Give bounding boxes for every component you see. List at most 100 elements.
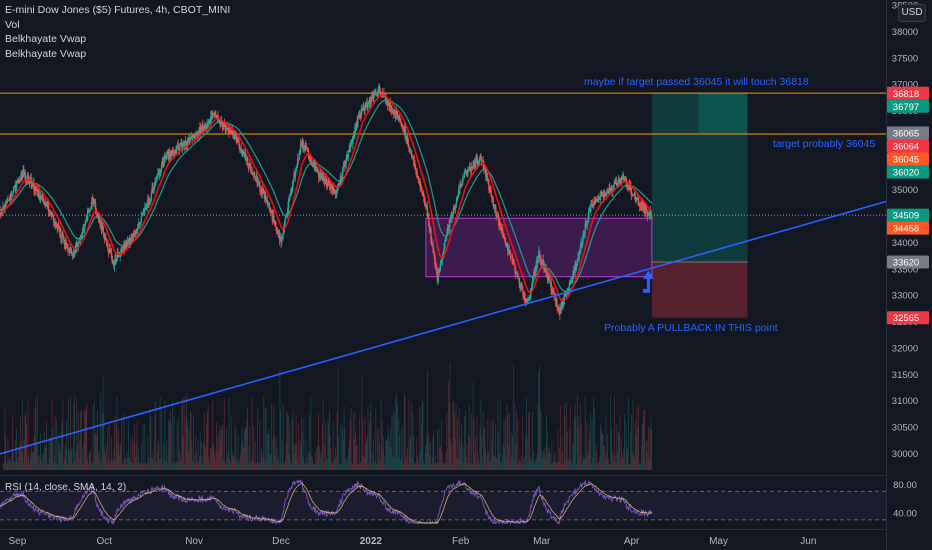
rsi-sma-line[interactable] <box>0 482 653 524</box>
candle-body <box>197 135 200 136</box>
volume-bar <box>101 413 103 470</box>
volume-bar <box>527 462 529 470</box>
volume-bar <box>464 417 466 470</box>
volume-bar <box>114 461 116 470</box>
candle-body <box>287 202 289 213</box>
volume-bar <box>213 444 214 470</box>
volume-bar <box>445 463 447 470</box>
candle-body <box>504 237 506 241</box>
volume-bar <box>50 440 52 470</box>
annotation-target-mid[interactable]: target probably 36045 <box>773 138 876 150</box>
rsi-line[interactable] <box>0 479 653 526</box>
candle-body <box>182 142 184 146</box>
candle-body <box>575 264 578 269</box>
currency-button[interactable]: USD <box>898 4 926 22</box>
candle-body <box>186 144 188 146</box>
annotation-pullback[interactable]: Probably A PULLBACK IN THIS point <box>604 322 778 334</box>
candle-body <box>278 231 280 234</box>
volume-bar <box>57 434 59 470</box>
candle-body <box>612 188 614 192</box>
support-trendline[interactable] <box>0 200 887 455</box>
vwap-line-red[interactable] <box>0 94 653 303</box>
candle-body <box>594 201 597 204</box>
arrow-up-icon[interactable] <box>642 270 654 293</box>
volume-bar <box>386 439 388 470</box>
volume-bar <box>229 459 231 470</box>
volume-bar <box>305 440 307 470</box>
volume-bar <box>405 459 407 470</box>
candle-body <box>451 215 453 219</box>
candle-body <box>367 104 369 109</box>
rsi-legend[interactable]: RSI (14, close, SMA, 14, 2) <box>5 482 127 493</box>
volume-bar <box>415 462 417 470</box>
volume-bar <box>274 455 276 470</box>
volume-bar <box>308 414 310 470</box>
indicator-vol[interactable]: Vol <box>5 18 20 31</box>
volume-bar <box>649 429 651 470</box>
candle-body <box>56 223 58 229</box>
volume-bar <box>335 456 337 470</box>
volume-bar <box>40 460 42 470</box>
candle-body <box>318 172 320 178</box>
volume-bar <box>152 458 153 470</box>
volume-bar <box>501 462 503 470</box>
volume-bar <box>159 396 161 470</box>
long-loss-zone[interactable] <box>651 261 748 318</box>
candle-body <box>497 216 500 220</box>
volume-bar <box>401 457 403 470</box>
volume-bar <box>551 441 553 470</box>
indicator-vwap-1[interactable]: Belkhayate Vwap <box>5 33 87 45</box>
candle-body <box>472 165 474 169</box>
volume-bar <box>530 456 532 470</box>
volume-bar <box>145 463 147 470</box>
candle-body <box>276 230 279 232</box>
volume-bar <box>251 397 253 470</box>
volume-bar <box>156 451 158 470</box>
candle-body <box>394 113 397 117</box>
candle-body <box>274 222 276 227</box>
long-profit-zone[interactable] <box>651 93 748 262</box>
volume-bar <box>104 450 106 470</box>
volume-bar <box>623 448 625 470</box>
target-box[interactable] <box>698 93 748 135</box>
candle-body <box>357 116 359 127</box>
volume-bar <box>617 431 619 470</box>
annotation-target-high[interactable]: maybe if target passed 36045 it will tou… <box>584 76 809 88</box>
candle-body <box>43 201 45 203</box>
volume-bar <box>102 375 104 470</box>
vwap-line-teal[interactable] <box>0 99 653 293</box>
indicator-vwap-2[interactable]: Belkhayate Vwap <box>5 47 87 60</box>
candle-body <box>562 301 564 306</box>
candle-body <box>362 107 365 110</box>
candle-body <box>496 215 499 217</box>
candle-body <box>126 241 129 246</box>
candle-body <box>401 125 403 127</box>
candle-body <box>165 156 167 160</box>
symbol-title[interactable]: E-mini Dow Jones ($5) Futures, 4h, CBOT_… <box>5 4 231 16</box>
candle-body <box>396 111 398 114</box>
candle-body <box>323 175 325 181</box>
candle-body <box>449 217 452 221</box>
candle-body <box>506 243 508 247</box>
volume-bar <box>468 405 470 470</box>
candle-body <box>235 135 237 138</box>
candle-body <box>348 150 350 152</box>
candle-body <box>639 206 641 207</box>
candle-body <box>308 155 310 159</box>
candle-body <box>42 195 44 199</box>
candle-body <box>603 193 605 198</box>
candle-body <box>530 288 533 290</box>
volume-bar <box>563 402 565 470</box>
volume-bar <box>448 402 450 470</box>
candle-body <box>616 184 618 186</box>
candle-body <box>416 171 418 177</box>
volume-bar <box>189 411 191 470</box>
volume-bar <box>336 412 338 470</box>
volume-bar <box>264 408 266 470</box>
candle-body <box>303 145 305 150</box>
volume-bar <box>440 421 442 470</box>
candle-body <box>580 242 582 249</box>
volume-bar <box>447 448 449 470</box>
volume-bar <box>503 420 505 470</box>
